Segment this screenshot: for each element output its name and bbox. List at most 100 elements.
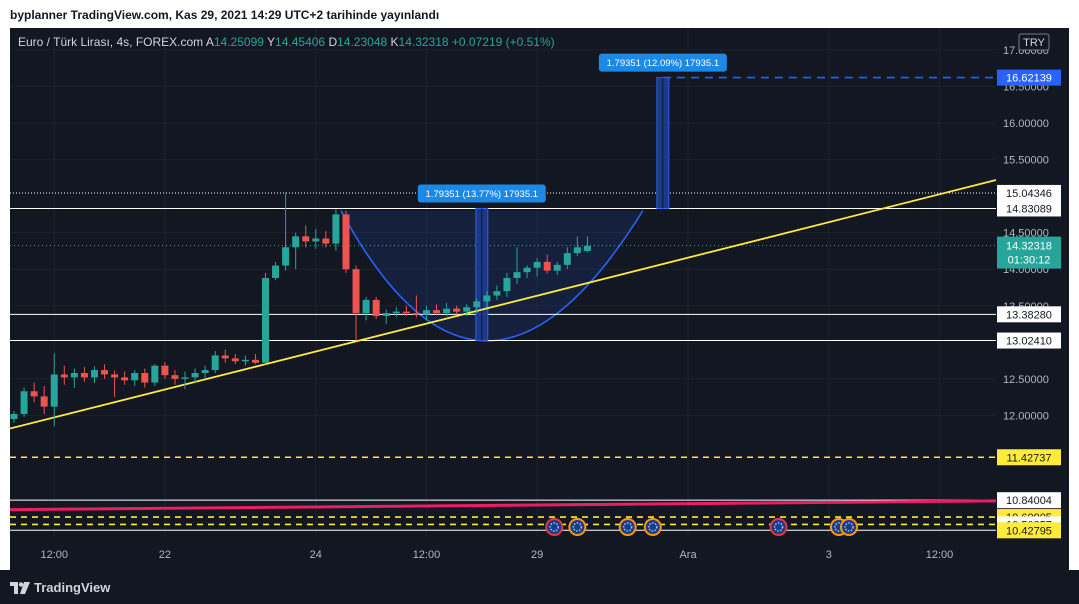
event-marker-stars xyxy=(549,522,559,532)
candle-body[interactable] xyxy=(241,359,249,362)
x-axis-tick-label: 3 xyxy=(826,549,832,561)
candle-body[interactable] xyxy=(70,373,78,378)
event-marker-stars xyxy=(773,522,784,532)
candle-body[interactable] xyxy=(131,373,139,381)
candle-body[interactable] xyxy=(422,310,430,315)
candle-body[interactable] xyxy=(352,269,360,314)
candle-body[interactable] xyxy=(20,391,28,414)
event-marker-icon xyxy=(620,520,635,534)
event-marker-icon xyxy=(645,520,660,534)
candle-body[interactable] xyxy=(463,307,471,312)
candle-body[interactable] xyxy=(433,310,441,314)
candle-body[interactable] xyxy=(251,359,259,363)
candle-body[interactable] xyxy=(211,355,219,371)
candle-body[interactable] xyxy=(10,413,18,420)
candle-body[interactable] xyxy=(191,373,199,378)
publish-info: byplanner TradingView.com, Kas 29, 2021 … xyxy=(10,8,440,22)
candle-body[interactable] xyxy=(201,370,209,374)
candle-body[interactable] xyxy=(161,365,169,376)
x-axis-tick-label: 22 xyxy=(159,549,171,561)
candle-body[interactable] xyxy=(493,291,501,296)
candle-body[interactable] xyxy=(372,299,380,316)
candle-body[interactable] xyxy=(513,272,521,278)
y-axis-tick-label: 12.50000 xyxy=(1003,374,1049,386)
candle-body[interactable] xyxy=(533,261,541,268)
candle-body[interactable] xyxy=(453,308,461,312)
event-marker-stars xyxy=(648,522,658,532)
measure-label: 1.79351 (13.77%) 17935.1 xyxy=(426,189,539,200)
countdown-tag: 01:30:12 xyxy=(1008,255,1051,267)
tradingview-logo[interactable]: TradingView xyxy=(10,580,110,595)
candle-body[interactable] xyxy=(523,267,531,273)
candle-body[interactable] xyxy=(262,277,269,363)
candle-body[interactable] xyxy=(282,247,290,266)
level-price-tag: 15.04346 xyxy=(1006,188,1052,200)
candle-body[interactable] xyxy=(553,264,561,271)
candle-body[interactable] xyxy=(392,311,400,314)
candle-body[interactable] xyxy=(443,308,451,314)
measure-label-bg xyxy=(417,184,546,203)
candle-body[interactable] xyxy=(151,365,159,383)
level-price-tag: 14.83089 xyxy=(1006,203,1052,215)
candle-body[interactable] xyxy=(90,370,98,378)
level-price-tag-bg xyxy=(997,492,1061,509)
publish-header: byplanner TradingView.com, Kas 29, 2021 … xyxy=(0,0,1079,28)
candle-body[interactable] xyxy=(121,377,129,381)
candle-body[interactable] xyxy=(231,358,239,362)
last-price-tag-bg xyxy=(997,236,1061,269)
last-price-tag: 14.32318 xyxy=(1006,241,1052,253)
candle-body[interactable] xyxy=(101,370,109,375)
event-marker-icon xyxy=(841,520,856,534)
candle-body[interactable] xyxy=(473,301,481,308)
candle-body[interactable] xyxy=(80,373,88,378)
candle-body[interactable] xyxy=(332,214,340,244)
candle-body[interactable] xyxy=(221,355,229,359)
candle-body[interactable] xyxy=(60,374,68,378)
candle-body[interactable] xyxy=(573,247,581,254)
footer: TradingView xyxy=(0,570,1079,604)
event-marker-icon xyxy=(771,520,786,534)
x-axis-tick-label: Ara xyxy=(679,549,697,561)
candle-body[interactable] xyxy=(141,373,149,383)
candle-body[interactable] xyxy=(30,391,38,397)
tradingview-logo-icon xyxy=(10,581,30,594)
candle-body[interactable] xyxy=(483,295,491,302)
x-axis-tick-label: 12:00 xyxy=(926,549,954,561)
candle-body[interactable] xyxy=(563,253,571,265)
level-price-tag: 10.42795 xyxy=(1006,525,1052,537)
event-marker-stars xyxy=(844,522,854,532)
candle-body[interactable] xyxy=(40,396,48,407)
tradingview-brand: TradingView xyxy=(34,580,111,595)
level-price-tag-bg xyxy=(997,184,1061,201)
level-price-tag: 11.42737 xyxy=(1006,452,1051,464)
candle-body[interactable] xyxy=(302,236,310,242)
level-price-tag-bg xyxy=(997,449,1061,466)
candle-body[interactable] xyxy=(111,374,119,378)
y-axis-tick-label: 16.00000 xyxy=(1003,118,1049,130)
candle-body[interactable] xyxy=(362,299,370,314)
candle-body[interactable] xyxy=(342,214,350,270)
candle-body[interactable] xyxy=(292,236,300,248)
candle-body[interactable] xyxy=(171,375,179,379)
candle-body[interactable] xyxy=(402,311,410,314)
measure-label: 1.79351 (12.09%) 17935.1 xyxy=(607,58,720,69)
y-axis-tick-label: 15.50000 xyxy=(1003,155,1049,167)
chart-panel[interactable]: 1.79351 (13.77%) 17935.1 1.79351 (12.09%)… xyxy=(9,28,1069,570)
pink-trendline[interactable] xyxy=(9,499,997,512)
candle-body[interactable] xyxy=(181,377,189,379)
yellow-trendline[interactable] xyxy=(9,179,997,430)
currency-badge[interactable] xyxy=(1018,33,1050,51)
level-price-tag-bg xyxy=(997,332,1061,349)
candle-body[interactable] xyxy=(583,245,591,251)
candle-body[interactable] xyxy=(382,313,390,316)
candle-body[interactable] xyxy=(50,374,58,407)
candlestick-chart[interactable]: 1.79351 (13.77%) 17935.1 1.79351 (12.09%)… xyxy=(9,28,1069,570)
candle-body[interactable] xyxy=(272,265,280,278)
candle-body[interactable] xyxy=(503,277,511,292)
candle-body[interactable] xyxy=(322,238,330,244)
level-price-tag: 13.02410 xyxy=(1006,336,1052,348)
candle-body[interactable] xyxy=(412,313,420,315)
candle-body[interactable] xyxy=(312,238,320,242)
x-axis-tick-label: 29 xyxy=(531,549,543,561)
candle-body[interactable] xyxy=(543,261,551,271)
